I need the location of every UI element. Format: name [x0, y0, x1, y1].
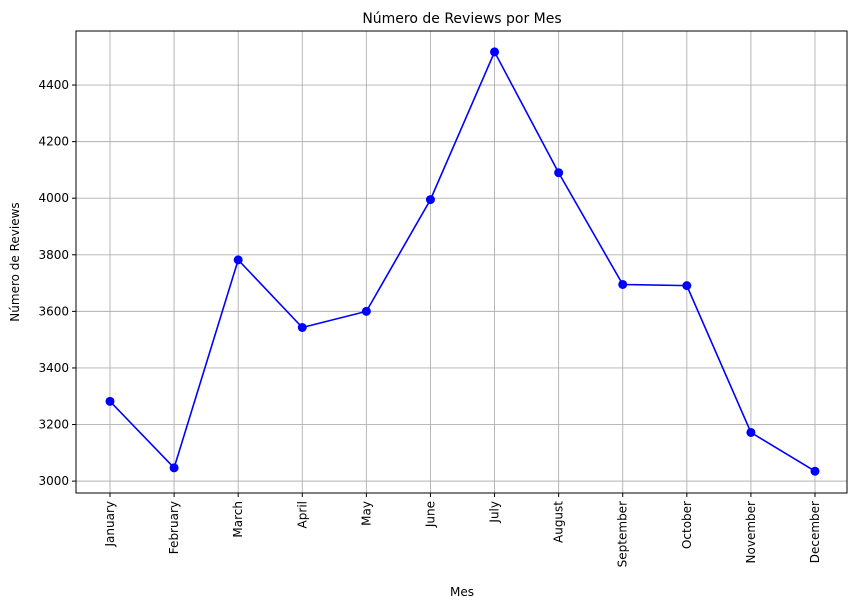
series-layer [105, 47, 820, 476]
data-point [233, 255, 243, 265]
y-tick-label: 3600 [38, 304, 69, 318]
x-tick-label: December [808, 501, 822, 563]
grid-lines [76, 31, 847, 493]
x-tick-label: January [103, 501, 117, 548]
x-axis-label: Mes [450, 585, 474, 599]
x-tick-label: September [616, 501, 630, 567]
data-point [169, 463, 179, 473]
x-tick-label: February [167, 501, 181, 554]
y-tick-label: 3200 [38, 418, 69, 432]
data-point [554, 168, 564, 178]
x-tick-label: November [744, 501, 758, 563]
x-tick-label: August [552, 501, 566, 543]
y-tick-label: 3000 [38, 474, 69, 488]
x-tick-label: March [231, 501, 245, 538]
y-tick-label: 4400 [38, 78, 69, 92]
data-point [682, 281, 692, 291]
data-point [490, 47, 500, 57]
data-point [746, 427, 756, 437]
chart-title: Número de Reviews por Mes [362, 11, 561, 27]
x-tick-label: October [680, 501, 694, 549]
data-point [810, 466, 820, 476]
data-point [361, 306, 371, 316]
x-tick-label: May [359, 501, 373, 526]
y-tick-label: 4000 [38, 191, 69, 205]
plot-area-frame [75, 30, 848, 494]
data-point [425, 195, 435, 205]
x-tick-label: April [295, 501, 309, 528]
y-tick-label: 3800 [38, 248, 69, 262]
y-axis-label: Número de Reviews [8, 202, 22, 321]
y-tick-label: 4200 [38, 135, 69, 149]
series-line [109, 50, 816, 472]
x-tick-label: July [488, 501, 502, 524]
data-point [297, 322, 307, 332]
data-point [105, 396, 115, 406]
y-tick-label: 3400 [38, 361, 69, 375]
x-tick-label: June [423, 501, 437, 528]
y-axis: 3000 3200 3400 3600 3800 4000 4200 4400 [38, 78, 76, 488]
data-point [618, 279, 628, 289]
x-axis: January February March April May June July Augu… [103, 493, 822, 567]
